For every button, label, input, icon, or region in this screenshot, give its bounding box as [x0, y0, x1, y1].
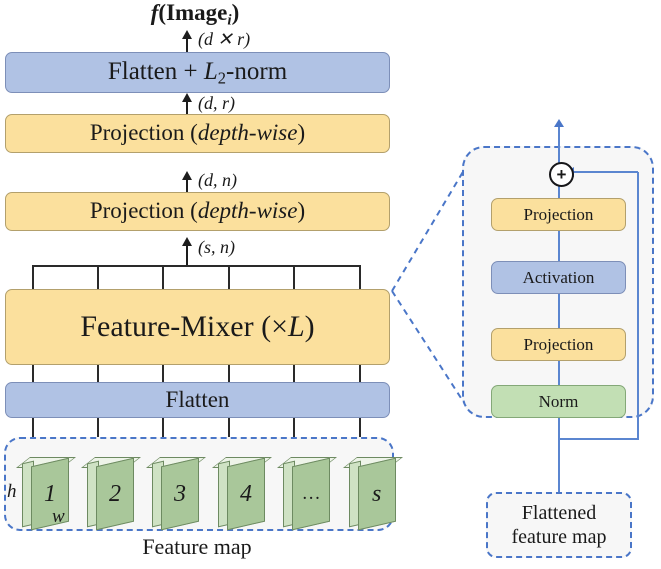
dim-label-height: h — [7, 481, 17, 502]
mixer-flatten-line-4 — [228, 365, 230, 382]
block-flatten-l2norm-label: Flatten + L2-norm — [107, 57, 288, 88]
block-feature-mixer-label: Feature-Mixer (×L) — [80, 310, 315, 344]
detail-block-projection-top-label: Projection — [523, 204, 594, 224]
skip-connection-right-rail — [637, 172, 639, 440]
arrow-sn-head — [182, 237, 192, 246]
block-projection-depthwise-2-label: Projection (depth-wise) — [89, 120, 306, 146]
slab-label: … — [302, 483, 320, 504]
arrow-dr-head — [182, 93, 192, 102]
feature-map-slab-3[interactable]: 3 — [145, 455, 207, 531]
feature-map-slab-2[interactable]: 2 — [80, 455, 142, 531]
slab-label: 3 — [174, 480, 186, 507]
comb-tine-2 — [97, 265, 99, 290]
arrow-output-head — [182, 30, 192, 39]
comb-tine-5 — [293, 265, 295, 290]
output-f: f — [150, 0, 159, 25]
detail-block-norm-label: Norm — [538, 391, 579, 411]
detail-panel-output-line — [558, 127, 560, 163]
slab-front-face: 4 — [227, 457, 265, 531]
feature-map-caption: Feature map — [142, 534, 252, 559]
output-label: f(Imagei) — [0, 0, 390, 29]
comb-tine-6 — [359, 265, 361, 290]
output-paren-open: ( — [158, 0, 167, 25]
detail-block-projection-bottom-label: Projection — [523, 334, 594, 354]
output-subscript: i — [227, 11, 232, 29]
feature-map-slab-4[interactable]: 4 — [211, 455, 273, 531]
slab-front-face: … — [292, 457, 330, 531]
block-feature-mixer[interactable]: Feature-Mixer (×L) — [5, 289, 390, 365]
dim-label-dn: (d, n) — [198, 170, 237, 190]
detail-block-norm[interactable]: Norm — [491, 385, 626, 418]
slab-label: 2 — [109, 480, 121, 507]
mixer-flatten-line-2 — [97, 365, 99, 382]
arrow-output-shaft — [186, 38, 188, 53]
comb-bar-top — [32, 265, 360, 267]
block-projection-depthwise-1[interactable]: Projection (depth-wise) — [5, 192, 390, 231]
arrow-dr-shaft — [186, 101, 188, 114]
output-image-word: Image — [166, 0, 228, 25]
skip-connection-bottom-rail — [558, 438, 639, 440]
detail-block-projection-top[interactable]: Projection — [491, 198, 626, 231]
arrow-sn-shaft — [186, 245, 188, 265]
block-flatten-l2norm[interactable]: Flatten + L2-norm — [5, 52, 390, 93]
comb-tine-1 — [32, 265, 34, 290]
slab-front-face: 2 — [96, 457, 134, 531]
detail-block-projection-bottom[interactable]: Projection — [491, 328, 626, 361]
slab-front-face: s — [358, 457, 396, 531]
dim-label-sn: (s, n) — [198, 237, 235, 257]
block-projection-depthwise-1-label: Projection (depth-wise) — [89, 198, 306, 224]
block-flatten[interactable]: Flatten — [5, 382, 390, 418]
flattened-feature-map-box: Flattened feature map — [486, 492, 632, 558]
block-flatten-label: Flatten — [165, 386, 230, 412]
arrow-dn-shaft — [186, 179, 188, 192]
mixer-flatten-line-6 — [359, 365, 361, 382]
dim-label-width: w — [52, 506, 65, 527]
comb-tine-3 — [162, 265, 164, 290]
residual-add-icon: + — [549, 162, 574, 187]
comb-tine-4 — [228, 265, 230, 290]
plus-symbol: + — [556, 165, 567, 184]
mixer-flatten-line-3 — [162, 365, 164, 382]
feature-map-slab-ellipsis[interactable]: … — [276, 455, 338, 531]
detail-block-activation[interactable]: Activation — [491, 261, 626, 294]
slab-label: 4 — [240, 480, 252, 507]
arrow-dn-head — [182, 171, 192, 180]
feature-map-slab-s[interactable]: s — [342, 455, 404, 531]
dim-label-output: (d ✕ r) — [198, 29, 251, 49]
detail-panel-output-arrow — [554, 119, 564, 127]
output-paren-close: ) — [231, 0, 240, 25]
slab-label: 1 — [44, 480, 56, 507]
mixer-flatten-line-5 — [293, 365, 295, 382]
block-projection-depthwise-2[interactable]: Projection (depth-wise) — [5, 114, 390, 153]
detail-block-activation-label: Activation — [522, 267, 595, 287]
slab-label: s — [372, 480, 382, 507]
dim-label-dr: (d, r) — [198, 93, 235, 113]
slab-front-face: 3 — [161, 457, 199, 531]
skip-connection-top-rail — [570, 171, 638, 173]
mixer-flatten-line-1 — [32, 365, 34, 382]
flattened-feature-map-label: Flattened feature map — [511, 501, 607, 548]
